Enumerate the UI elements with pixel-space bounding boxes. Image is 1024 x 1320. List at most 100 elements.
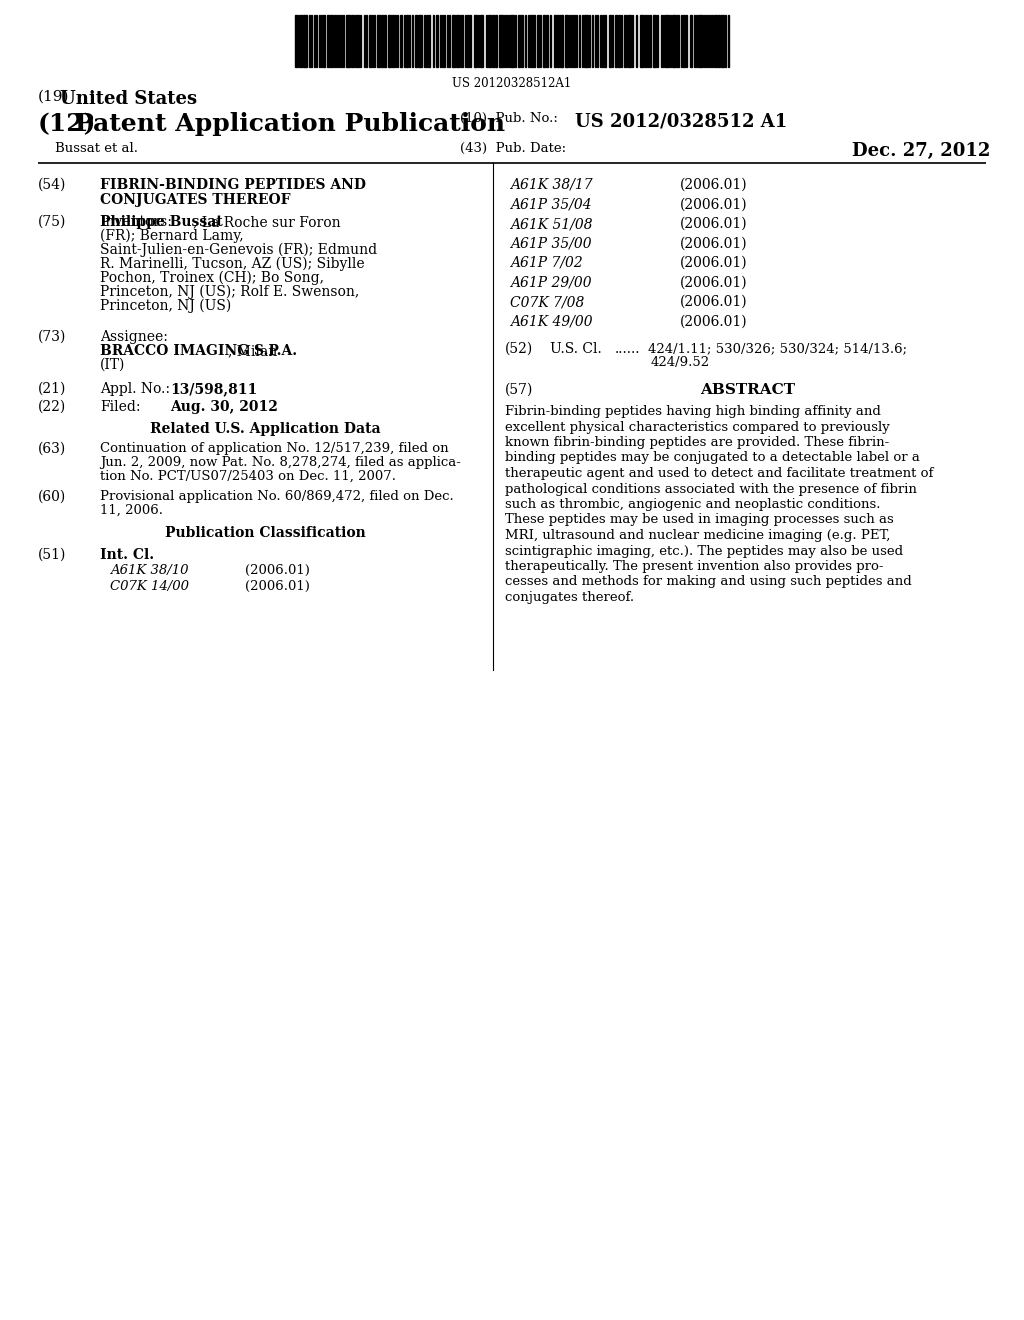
Bar — [488, 15, 490, 67]
Bar — [428, 15, 430, 67]
Text: (2006.01): (2006.01) — [245, 564, 310, 577]
Text: (2006.01): (2006.01) — [680, 294, 748, 309]
Text: Saint-Julien-en-Genevois (FR); Edmund: Saint-Julien-en-Genevois (FR); Edmund — [100, 243, 377, 257]
Text: (2006.01): (2006.01) — [680, 216, 748, 231]
Bar — [573, 15, 575, 67]
Bar — [543, 15, 545, 67]
Text: R. Marinelli, Tucson, AZ (US); Sibylle: R. Marinelli, Tucson, AZ (US); Sibylle — [100, 257, 365, 272]
Text: (10)  Pub. No.:: (10) Pub. No.: — [460, 112, 558, 125]
Text: United States: United States — [60, 90, 198, 108]
Text: Fibrin-binding peptides having high binding affinity and: Fibrin-binding peptides having high bind… — [505, 405, 881, 418]
Text: (21): (21) — [38, 381, 67, 396]
Text: ABSTRACT: ABSTRACT — [700, 383, 796, 397]
Text: Bussat et al.: Bussat et al. — [55, 143, 138, 154]
Text: MRI, ultrasound and nuclear medicine imaging (e.g. PET,: MRI, ultrasound and nuclear medicine ima… — [505, 529, 891, 543]
Text: tion No. PCT/US07/25403 on Dec. 11, 2007.: tion No. PCT/US07/25403 on Dec. 11, 2007… — [100, 470, 396, 483]
Text: (2006.01): (2006.01) — [680, 236, 748, 251]
Text: such as thrombic, angiogenic and neoplastic conditions.: such as thrombic, angiogenic and neoplas… — [505, 498, 881, 511]
Text: (19): (19) — [38, 90, 70, 104]
Bar — [351, 15, 353, 67]
Bar — [452, 15, 455, 67]
Bar — [698, 15, 702, 67]
Text: scintigraphic imaging, etc.). The peptides may also be used: scintigraphic imaging, etc.). The peptid… — [505, 544, 903, 557]
Text: (2006.01): (2006.01) — [245, 579, 310, 593]
Text: (2006.01): (2006.01) — [680, 314, 748, 329]
Bar — [474, 15, 477, 67]
Bar — [384, 15, 386, 67]
Text: Continuation of application No. 12/517,239, filed on: Continuation of application No. 12/517,2… — [100, 442, 449, 455]
Text: CONJUGATES THEREOF: CONJUGATES THEREOF — [100, 193, 291, 207]
Text: therapeutic agent and used to detect and facilitate treatment of: therapeutic agent and used to detect and… — [505, 467, 933, 480]
Text: (12): (12) — [38, 112, 96, 136]
Text: 13/598,811: 13/598,811 — [170, 381, 257, 396]
Text: A61K 51/08: A61K 51/08 — [510, 216, 593, 231]
Text: ......: ...... — [615, 342, 640, 356]
Text: Pochon, Troinex (CH); Bo Song,: Pochon, Troinex (CH); Bo Song, — [100, 271, 324, 285]
Bar — [604, 15, 606, 67]
Bar — [495, 15, 497, 67]
Text: (60): (60) — [38, 490, 67, 504]
Text: (2006.01): (2006.01) — [680, 256, 748, 271]
Bar — [392, 15, 394, 67]
Text: Philippe Bussat: Philippe Bussat — [100, 215, 223, 228]
Text: Provisional application No. 60/869,472, filed on Dec.: Provisional application No. 60/869,472, … — [100, 490, 454, 503]
Bar — [653, 15, 656, 67]
Bar — [467, 15, 469, 67]
Text: U.S. Cl.: U.S. Cl. — [550, 342, 602, 356]
Bar — [518, 15, 520, 67]
Bar — [330, 15, 332, 67]
Bar — [565, 15, 568, 67]
Bar — [557, 15, 559, 67]
Bar — [327, 15, 329, 67]
Bar — [683, 15, 685, 67]
Bar — [521, 15, 523, 67]
Bar — [554, 15, 556, 67]
Text: A61P 7/02: A61P 7/02 — [510, 256, 583, 271]
Text: cesses and methods for making and using such peptides and: cesses and methods for making and using … — [505, 576, 911, 589]
Bar — [295, 15, 297, 67]
Text: , Milan: , Milan — [228, 345, 278, 358]
Text: A61P 35/00: A61P 35/00 — [510, 236, 592, 251]
Bar — [677, 15, 679, 67]
Text: Int. Cl.: Int. Cl. — [100, 548, 155, 562]
Text: BRACCO IMAGING S.P.A.: BRACCO IMAGING S.P.A. — [100, 345, 297, 358]
Bar — [584, 15, 588, 67]
Text: therapeutically. The present invention also provides pro-: therapeutically. The present invention a… — [505, 560, 884, 573]
Bar — [406, 15, 408, 67]
Bar — [715, 15, 717, 67]
Text: 424/1.11; 530/326; 530/324; 514/13.6;: 424/1.11; 530/326; 530/324; 514/13.6; — [648, 342, 907, 355]
Bar — [718, 15, 720, 67]
Text: (52): (52) — [505, 342, 534, 356]
Text: Appl. No.:: Appl. No.: — [100, 381, 170, 396]
Bar — [381, 15, 383, 67]
Bar — [436, 15, 438, 67]
Bar — [300, 15, 302, 67]
Text: (2006.01): (2006.01) — [680, 276, 748, 289]
Bar — [546, 15, 548, 67]
Text: (FR); Bernard Lamy,: (FR); Bernard Lamy, — [100, 228, 244, 243]
Text: (54): (54) — [38, 178, 67, 191]
Text: (75): (75) — [38, 215, 67, 228]
Bar — [492, 15, 494, 67]
Text: These peptides may be used in imaging processes such as: These peptides may be used in imaging pr… — [505, 513, 894, 527]
Text: A61K 38/17: A61K 38/17 — [510, 178, 593, 191]
Text: Princeton, NJ (US); Rolf E. Swenson,: Princeton, NJ (US); Rolf E. Swenson, — [100, 285, 359, 300]
Text: Assignee:: Assignee: — [100, 330, 168, 345]
Text: conjugates thereof.: conjugates thereof. — [505, 591, 634, 605]
Bar — [640, 15, 643, 67]
Text: 424/9.52: 424/9.52 — [651, 356, 710, 370]
Bar — [303, 15, 307, 67]
Bar — [530, 15, 532, 67]
Text: C07K 14/00: C07K 14/00 — [110, 579, 189, 593]
Text: FIBRIN-BINDING PEPTIDES AND: FIBRIN-BINDING PEPTIDES AND — [100, 178, 366, 191]
Text: A61P 29/00: A61P 29/00 — [510, 276, 592, 289]
Text: (IT): (IT) — [100, 358, 125, 372]
Text: , La Roche sur Foron: , La Roche sur Foron — [193, 215, 341, 228]
Bar — [609, 15, 611, 67]
Text: A61P 35/04: A61P 35/04 — [510, 198, 592, 211]
Text: (73): (73) — [38, 330, 67, 345]
Bar — [415, 15, 417, 67]
Text: A61K 38/10: A61K 38/10 — [110, 564, 188, 577]
Text: Princeton, NJ (US): Princeton, NJ (US) — [100, 300, 231, 313]
Text: excellent physical characteristics compared to previously: excellent physical characteristics compa… — [505, 421, 890, 433]
